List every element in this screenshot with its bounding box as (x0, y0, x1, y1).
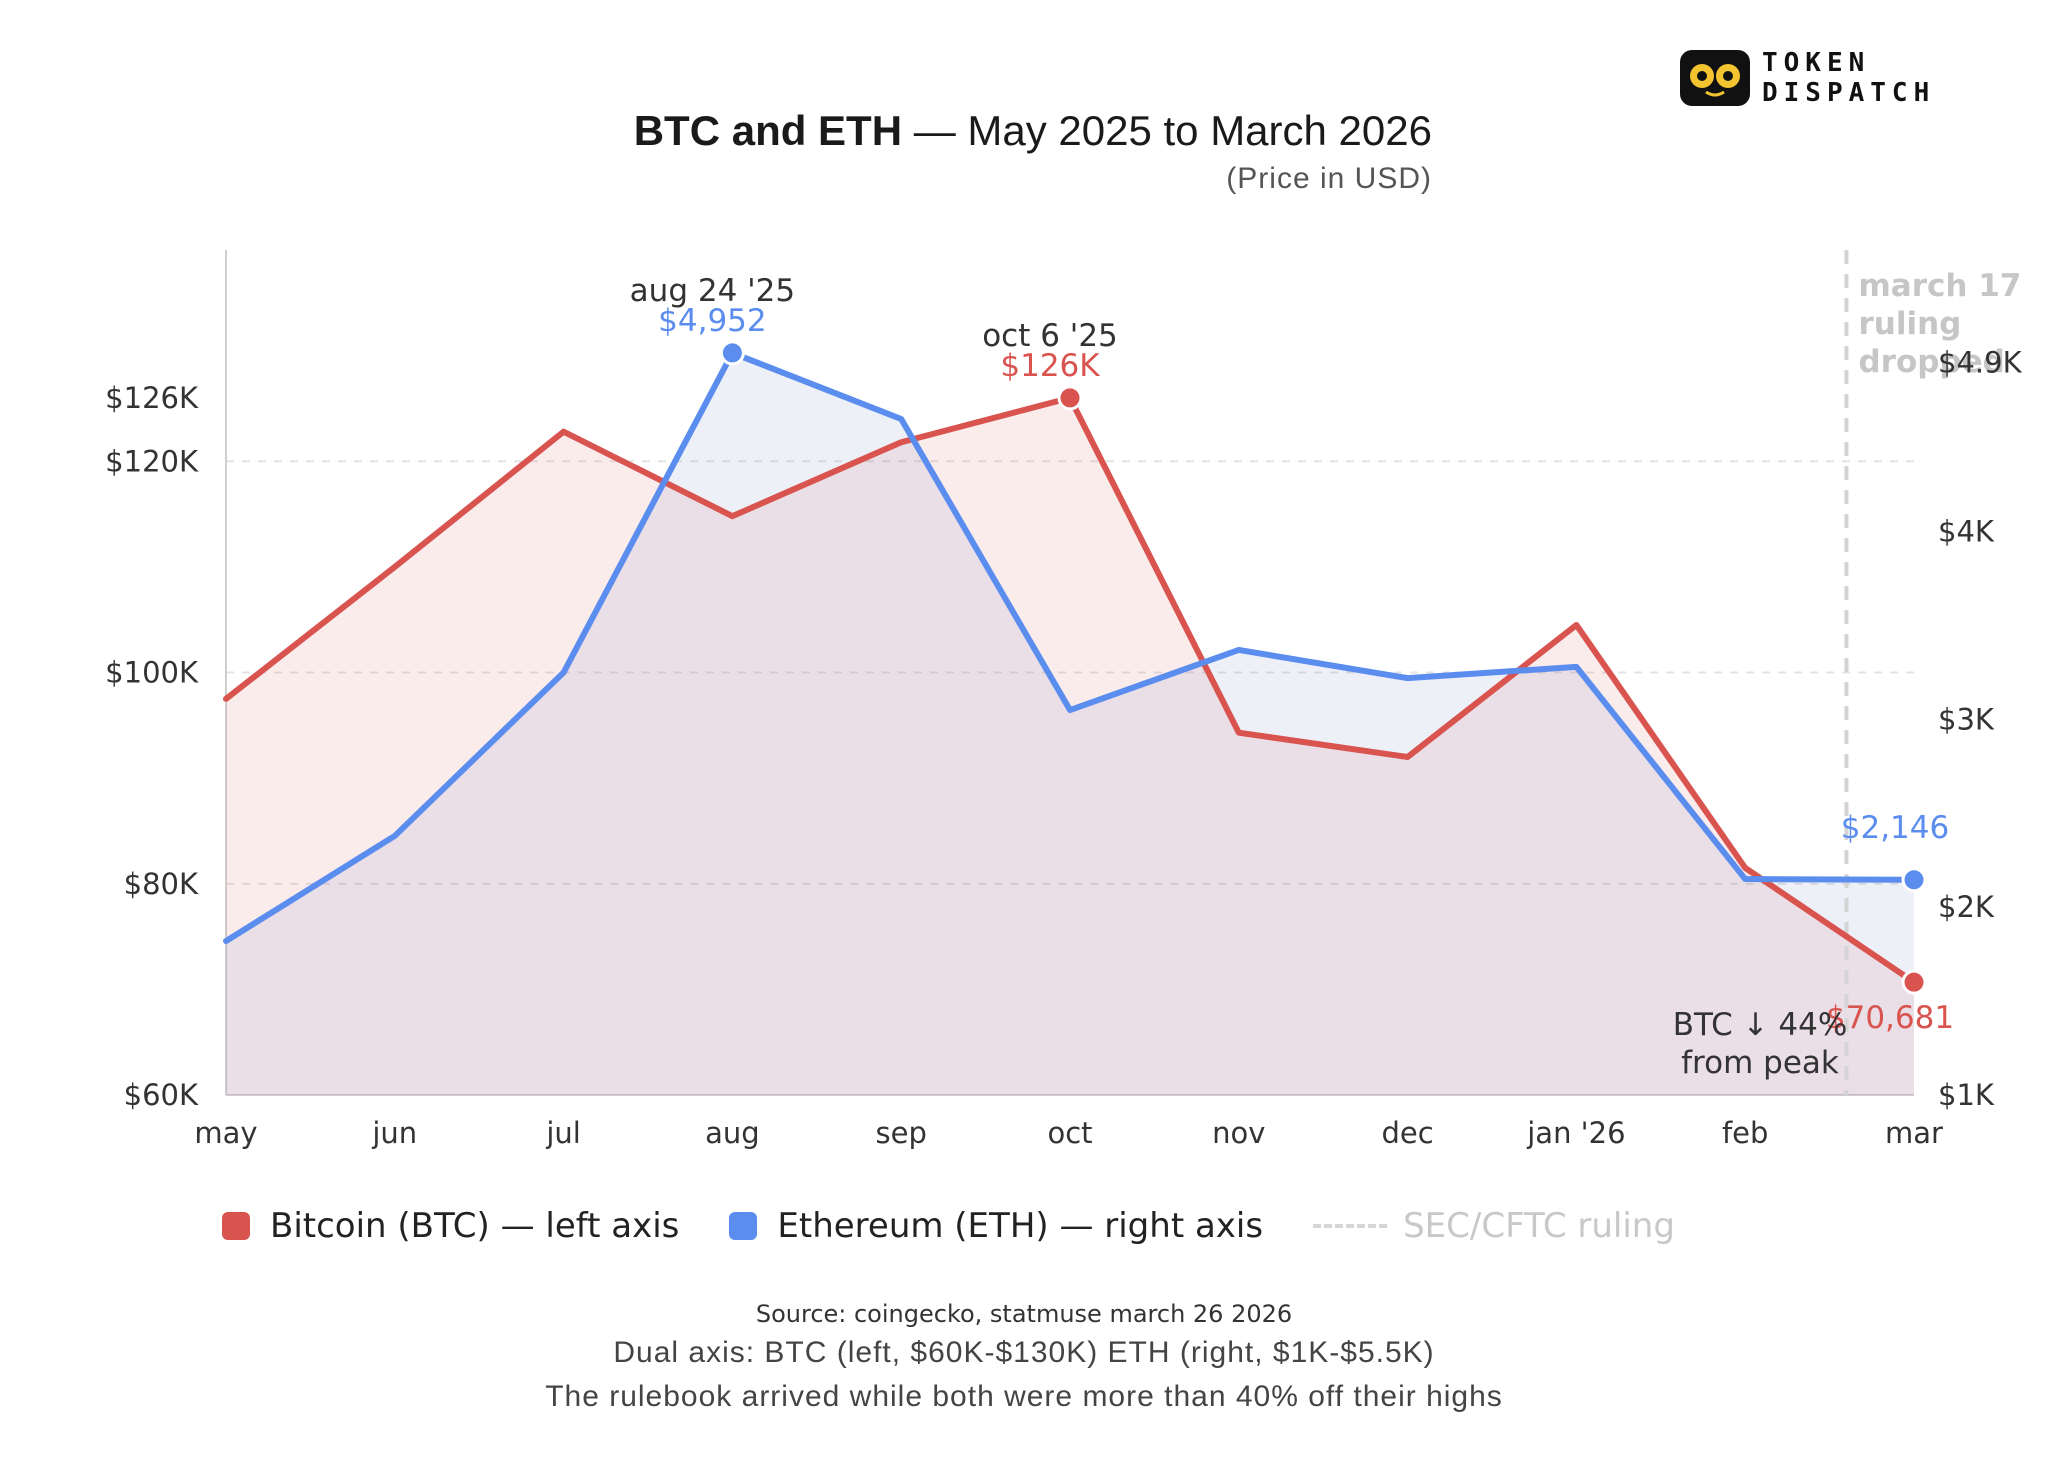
logo-line-2: DISPATCH (1762, 78, 1936, 108)
data-point-marker (1057, 385, 1083, 411)
left-tick-label: $126K (105, 381, 199, 415)
btc-drop-note: BTC ↓ 44% (1673, 1007, 1848, 1043)
x-tick-label: jun (371, 1116, 417, 1150)
legend-item-eth: Ethereum (ETH) — right axis (729, 1206, 1263, 1246)
btc-drop-note: from peak (1681, 1045, 1839, 1081)
annotation-value: $126K (1000, 348, 1100, 384)
right-tick-label: $3K (1938, 702, 1995, 736)
series-area-1 (226, 352, 1914, 1095)
ruling-label-line: ruling (1858, 306, 1961, 342)
x-tick-label: may (194, 1116, 257, 1150)
legend-label-btc: Bitcoin (BTC) — left axis (270, 1206, 680, 1246)
ruling-label-line: march 17 (1858, 268, 2021, 304)
x-tick-label: oct (1047, 1116, 1092, 1150)
x-tick-label: nov (1212, 1116, 1265, 1150)
legend-swatch-ruling (1313, 1224, 1388, 1228)
left-tick-label: $120K (105, 444, 199, 478)
logo-face-icon (1680, 50, 1750, 106)
right-tick-label: $4.9K (1938, 346, 2023, 380)
x-tick-label: jul (545, 1116, 581, 1150)
series-line-1 (223, 349, 1917, 945)
annotation-date: aug 24 '25 (630, 273, 795, 309)
right-tick-label: $1K (1938, 1078, 1995, 1112)
right-tick-label: $2K (1938, 890, 1995, 924)
data-point-marker (1901, 867, 1927, 893)
x-tick-label: mar (1885, 1116, 1943, 1150)
x-tick-label: jan '26 (1526, 1116, 1625, 1150)
x-tick-label: dec (1381, 1116, 1433, 1150)
token-dispatch-logo: TOKEN DISPATCH (1680, 48, 1980, 110)
annotation-date: oct 6 '25 (982, 318, 1118, 354)
caption-note: The rulebook arrived while both were mor… (545, 1380, 1503, 1413)
chart-title-block: BTC and ETH — May 2025 to March 2026 (Pr… (0, 107, 1432, 196)
right-tick-label: $4K (1938, 515, 1995, 549)
logo-wordmark: TOKEN DISPATCH (1762, 48, 1935, 108)
left-tick-label: $80K (124, 867, 199, 901)
chart-title: BTC and ETH — May 2025 to March 2026 (0, 107, 1432, 154)
source-credit: Source: coingecko, statmuse march 26 202… (755, 1300, 1293, 1328)
legend-swatch-eth (729, 1212, 758, 1240)
x-tick-label: sep (876, 1116, 927, 1150)
chart-title-rest: — May 2025 to March 2026 (902, 107, 1432, 154)
x-tick-label: feb (1722, 1116, 1768, 1150)
legend-swatch-btc (222, 1212, 250, 1240)
legend-item-btc: Bitcoin (BTC) — left axis (222, 1206, 679, 1246)
legend-item-ruling: SEC/CFTC ruling (1313, 1206, 1675, 1246)
series-area-0 (226, 397, 1914, 1095)
data-point-marker (719, 340, 745, 366)
annotation-value: $2,146 (1841, 810, 1949, 846)
left-tick-label: $60K (124, 1078, 199, 1112)
annotation-value: $70,681 (1826, 1000, 1954, 1036)
axis-note: Dual axis: BTC (left, $60K-$130K) ETH (r… (613, 1336, 1435, 1369)
chart-title-bold: BTC and ETH (633, 107, 903, 154)
x-tick-label: aug (705, 1116, 760, 1150)
chart-subtitle: (Price in USD) (1226, 162, 1432, 196)
data-point-marker (1901, 969, 1927, 995)
left-tick-label: $100K (105, 656, 199, 690)
legend-label-eth: Ethereum (ETH) — right axis (777, 1206, 1264, 1246)
logo-line-1: TOKEN (1762, 48, 1871, 78)
legend-label-ruling: SEC/CFTC ruling (1403, 1206, 1675, 1246)
annotation-value: $4,952 (658, 303, 766, 339)
chart-legend: Bitcoin (BTC) — left axis Ethereum (ETH)… (222, 1196, 1725, 1256)
ruling-label-line: dropped (1858, 344, 2004, 380)
